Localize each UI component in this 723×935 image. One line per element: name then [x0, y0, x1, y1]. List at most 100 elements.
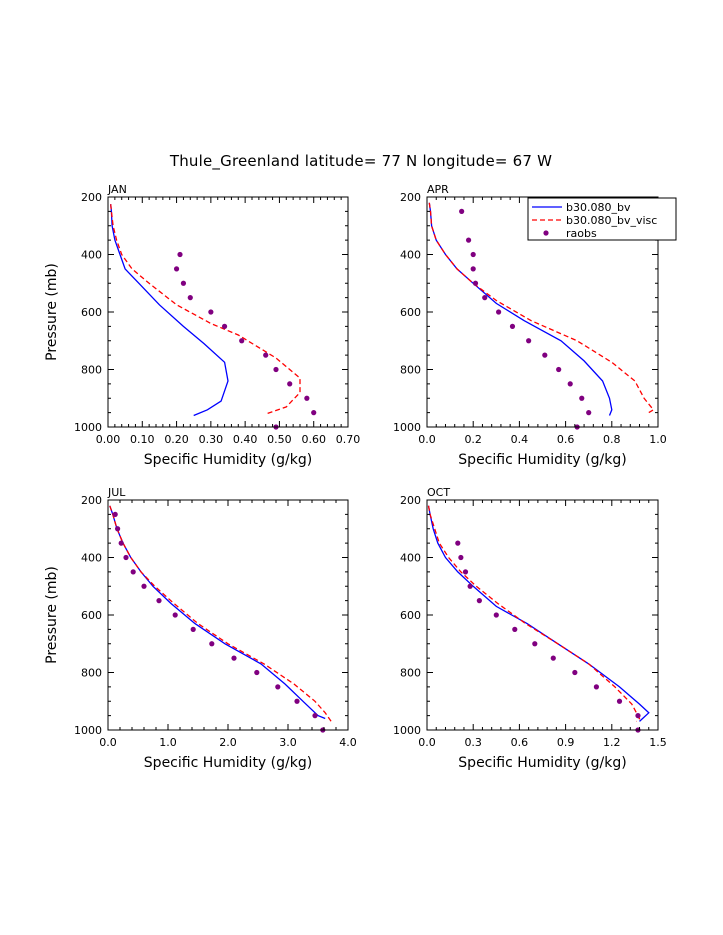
- raobs-point: [275, 684, 281, 690]
- y-tick-label: 800: [400, 364, 421, 377]
- legend-label: b30.080_bv_visc: [566, 214, 657, 227]
- raobs-point: [572, 669, 578, 676]
- x-tick-label: 0.50: [267, 433, 292, 446]
- y-tick-label: 200: [400, 191, 421, 204]
- raobs-point: [496, 309, 502, 315]
- raobs-point: [208, 309, 214, 315]
- x-tick-label: 2.0: [219, 736, 237, 749]
- raobs-point: [190, 626, 196, 632]
- y-tick-label: 400: [400, 249, 421, 262]
- panel-apr: 0.0 0.2 0.4 0.6 0.8 1.0 200 400 600 800 1000 APR Spe…: [393, 183, 667, 468]
- y-tick-label: 1000: [393, 421, 421, 434]
- x-tick-label: 0.0: [418, 736, 436, 749]
- raobs-point: [567, 381, 573, 387]
- panel-label: JUL: [107, 486, 126, 499]
- x-tick-label: 0.3: [464, 736, 482, 749]
- raobs-point: [467, 583, 473, 589]
- raobs-point: [556, 366, 562, 373]
- y-axis-label: Pressure (mb): [44, 566, 60, 664]
- raobs-point: [312, 713, 318, 719]
- series-line-bv: [427, 505, 650, 722]
- raobs-point: [616, 698, 623, 704]
- raobs-point: [532, 641, 538, 647]
- raobs-point: [459, 208, 465, 214]
- raobs-point: [586, 410, 592, 416]
- x-tick-label: 1.2: [603, 736, 621, 749]
- raobs-point: [273, 366, 279, 373]
- x-tick-label: 0.30: [199, 433, 224, 446]
- raobs-point: [172, 612, 178, 618]
- raobs-point: [470, 251, 476, 258]
- x-tick-label: 0.70: [336, 433, 361, 446]
- plot-frame: [107, 196, 349, 428]
- y-tick-label: 600: [400, 306, 421, 319]
- y-tick-label: 800: [81, 364, 102, 377]
- legend-label: b30.080_bv: [566, 201, 631, 214]
- y-tick-label: 1000: [393, 724, 421, 737]
- raobs-point: [254, 669, 260, 676]
- raobs-point: [287, 381, 293, 387]
- x-tick-label: 1.0: [159, 736, 177, 749]
- plot-frame: [107, 499, 349, 731]
- raobs-point: [239, 338, 245, 344]
- x-axis-label: Specific Humidity (g/kg): [458, 755, 626, 771]
- raobs-point: [455, 540, 461, 546]
- raobs-point: [550, 655, 556, 661]
- x-tick-label: 0.8: [603, 433, 621, 446]
- x-tick-label: 0.00: [96, 433, 121, 446]
- raobs-point: [593, 684, 600, 690]
- series-line-bv-visc: [427, 505, 641, 722]
- raobs-point: [472, 280, 479, 286]
- x-tick-label: 1.0: [649, 433, 667, 446]
- raobs-point: [579, 395, 585, 401]
- legend-box: [527, 197, 677, 241]
- raobs-point: [115, 526, 121, 532]
- raobs-point: [512, 626, 518, 632]
- plot-frame: [426, 499, 659, 731]
- panel-oct: 0.0 0.3 0.6 0.9 1.2 1.5 200 400 600 800 1000 OCT Spe…: [393, 486, 667, 771]
- series-line-bv-visc: [110, 204, 301, 415]
- raobs-point: [130, 569, 136, 575]
- raobs-point: [476, 598, 482, 604]
- raobs-point: [156, 598, 162, 604]
- raobs-point: [221, 323, 228, 329]
- panels-group: 0.00 0.10 0.20 0.30 0.40 0.50 0.60 0.70 200 400 60…: [44, 183, 667, 771]
- raobs-point: [263, 352, 269, 358]
- y-tick-label: 800: [400, 667, 421, 680]
- panel-jan: 0.00 0.10 0.20 0.30 0.40 0.50 0.60 0.70 200 400 60…: [44, 183, 360, 468]
- y-tick-label: 1000: [74, 421, 102, 434]
- y-axis-label: Pressure (mb): [44, 263, 60, 361]
- raobs-point: [123, 554, 129, 561]
- x-tick-label: 0.0: [99, 736, 117, 749]
- y-tick-label: 600: [400, 609, 421, 622]
- y-tick-label: 600: [81, 306, 102, 319]
- x-axis-label: Specific Humidity (g/kg): [458, 452, 626, 468]
- raobs-point: [493, 612, 499, 618]
- x-tick-label: 1.5: [649, 736, 667, 749]
- raobs-point: [141, 583, 147, 589]
- raobs-point: [209, 641, 215, 647]
- legend-swatch-raobs: [543, 230, 549, 236]
- y-tick-label: 400: [81, 249, 102, 262]
- raobs-point: [177, 251, 183, 258]
- raobs-point: [231, 655, 237, 661]
- x-tick-label: 0.9: [557, 736, 575, 749]
- series-line-bv-visc: [428, 202, 655, 414]
- panel-jul: 0.0 1.0 2.0 3.0 4.0 200 400 600 800 1000 JUL Specif…: [44, 486, 357, 771]
- y-tick-label: 400: [81, 552, 102, 565]
- x-tick-label: 0.10: [130, 433, 155, 446]
- raobs-point: [465, 237, 472, 243]
- x-tick-label: 0.40: [233, 433, 258, 446]
- raobs-point: [526, 338, 532, 344]
- x-axis-label: Specific Humidity (g/kg): [144, 755, 312, 771]
- raobs-point: [118, 540, 124, 546]
- main-title: Thule_Greenland latitude= 77 N longitude…: [169, 152, 552, 171]
- raobs-point: [635, 713, 641, 719]
- y-tick-label: 200: [81, 494, 102, 507]
- x-tick-label: 0.6: [511, 736, 529, 749]
- series-line-bv-visc: [109, 505, 332, 722]
- raobs-point: [187, 295, 193, 301]
- y-tick-label: 1000: [74, 724, 102, 737]
- x-tick-label: 0.20: [164, 433, 189, 446]
